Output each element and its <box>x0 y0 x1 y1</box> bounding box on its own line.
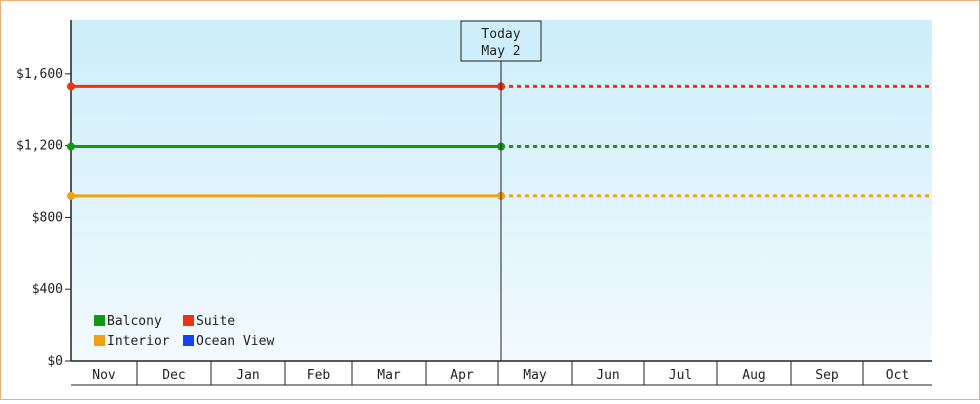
legend-item: Balcony <box>94 314 162 329</box>
series-point <box>67 142 75 151</box>
series-point <box>67 82 75 91</box>
month-label: Jul <box>669 368 692 383</box>
legend-swatch <box>183 335 194 346</box>
month-label: May <box>523 368 547 383</box>
legend-item: Suite <box>183 314 235 329</box>
month-label: Feb <box>307 368 331 383</box>
month-label: Jan <box>236 368 259 383</box>
series-layer <box>67 82 932 200</box>
legend-swatch <box>183 315 194 326</box>
month-label: Apr <box>450 368 474 383</box>
x-axis: Nov Dec Jan Feb Mar Apr May Jun Jul Aug Sep Oct <box>71 360 932 386</box>
legend-label: Ocean View <box>196 334 274 349</box>
legend-label: Balcony <box>107 314 162 329</box>
month-label: Aug <box>742 368 765 383</box>
month-label: Nov <box>92 368 116 383</box>
today-date: May 2 <box>481 44 520 59</box>
legend-item: Ocean View <box>183 334 274 349</box>
month-label: Sep <box>815 368 839 383</box>
legend-label: Interior <box>107 334 170 349</box>
today-marker: Today May 2 <box>460 20 542 361</box>
legend-swatch <box>94 335 105 346</box>
today-label: Today <box>481 27 520 42</box>
today-box <box>460 20 542 62</box>
y-tick-label: $800 <box>32 210 63 225</box>
month-label: Dec <box>162 368 185 383</box>
y-tick-label: $400 <box>32 282 63 297</box>
y-tick-label: $0 <box>47 354 63 369</box>
series-point <box>67 191 75 200</box>
legend-label: Suite <box>196 314 235 329</box>
y-tick-label: $1,200 <box>16 139 63 154</box>
month-label: Oct <box>886 368 909 383</box>
legend-swatch <box>94 315 105 326</box>
month-label: Mar <box>377 368 401 383</box>
y-axis: $0 $400 $800 $1,200 $1,600 <box>16 20 72 369</box>
legend: Balcony Suite Interior Ocean View <box>94 314 274 349</box>
y-tick-label: $1,600 <box>16 67 63 82</box>
legend-item: Interior <box>94 334 170 349</box>
series-balcony <box>67 142 932 151</box>
month-label: Jun <box>596 368 619 383</box>
